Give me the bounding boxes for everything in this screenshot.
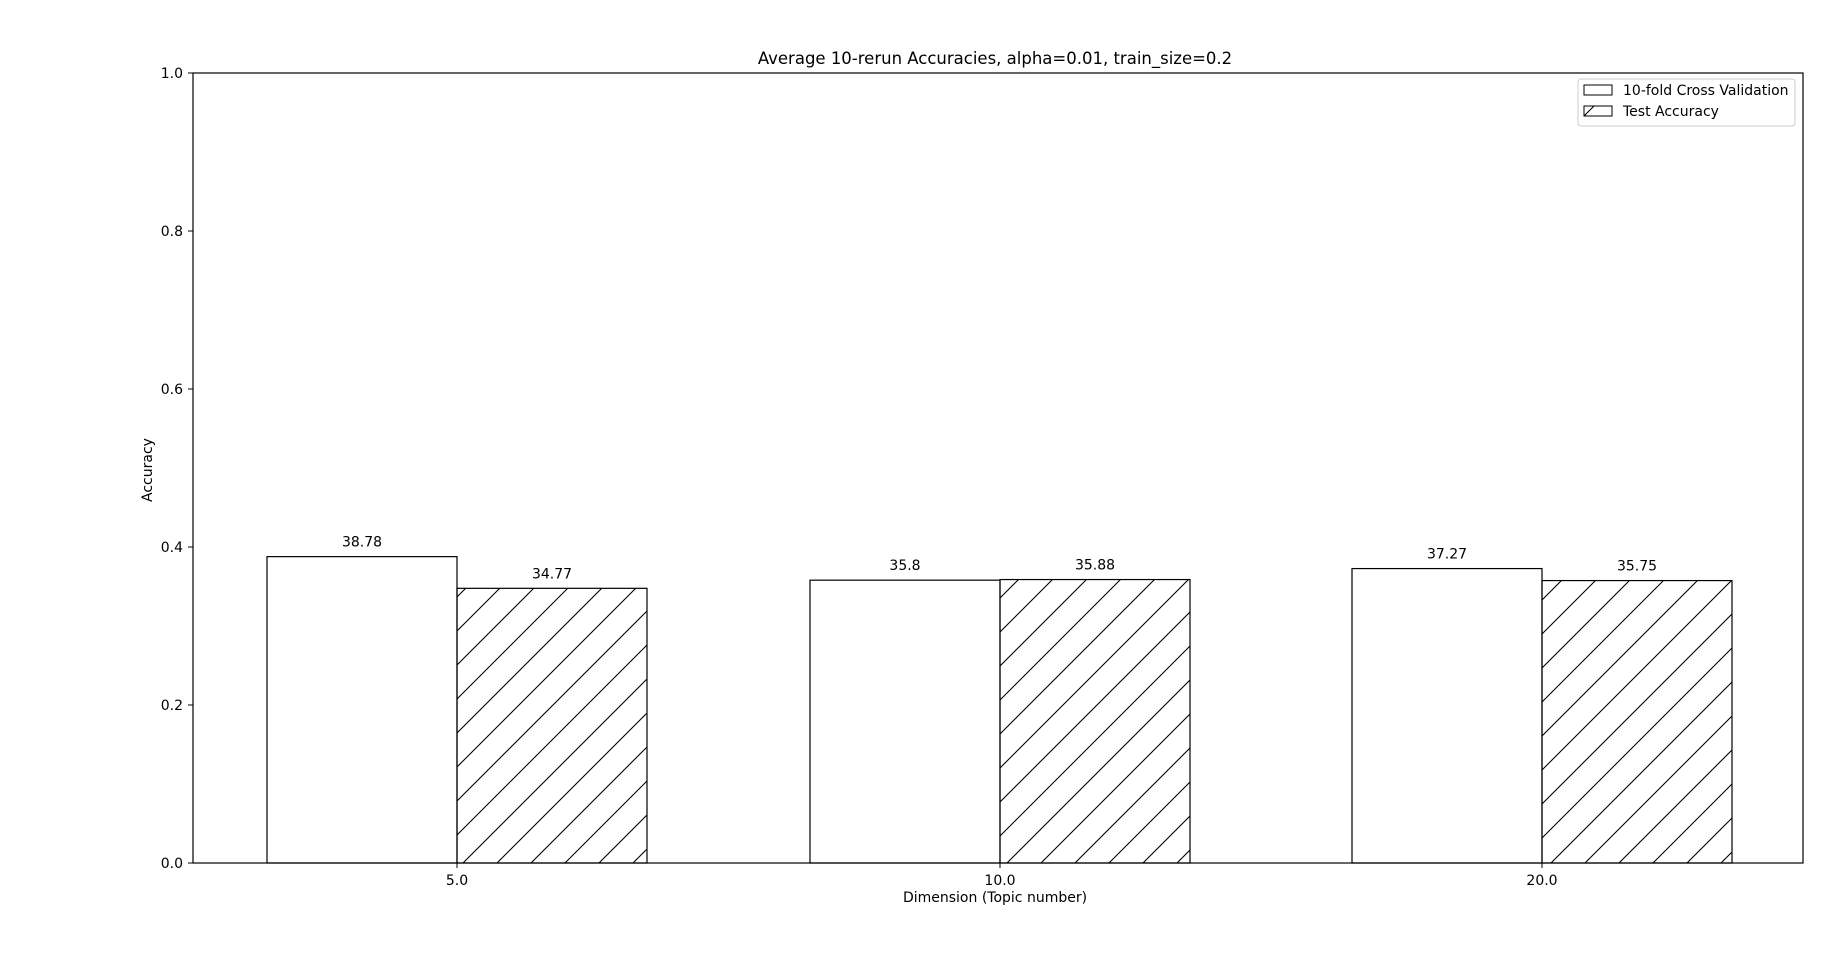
bar-cv-10.0 — [809, 579, 1001, 864]
y-tick-label: 0.4 — [161, 540, 183, 556]
y-tick-label: 0.2 — [161, 698, 183, 714]
bar-test-10.0 — [999, 578, 1191, 864]
legend-swatch-test — [1583, 105, 1613, 117]
bar-value-label: 35.88 — [1075, 558, 1115, 574]
bars-layer: 38.78 35.8 37.27 34.77 35.88 35.75 — [266, 535, 1733, 864]
legend: 10-fold Cross Validation Test Accuracy — [1577, 78, 1796, 127]
x-tick-label: 5.0 — [446, 873, 468, 889]
legend-label-test: Test Accuracy — [1622, 104, 1719, 120]
plot-frame — [192, 72, 1804, 864]
bar-test-20.0 — [1541, 579, 1733, 864]
x-tick-label: 20.0 — [1526, 873, 1557, 889]
bar-value-label: 38.78 — [342, 535, 382, 551]
y-tick-label: 0.6 — [161, 382, 183, 398]
bar-value-label: 35.8 — [889, 558, 920, 574]
axes-layer: 0.0 0.2 0.4 0.6 0.8 1.0 5.0 10.0 20.0 — [161, 66, 1804, 889]
bar-value-label: 34.77 — [532, 566, 572, 582]
legend-swatch-cv — [1583, 84, 1613, 96]
legend-label-cv: 10-fold Cross Validation — [1623, 83, 1789, 99]
bar-value-label: 35.75 — [1617, 559, 1657, 575]
y-tick-label: 0.8 — [161, 224, 183, 240]
y-tick-label: 0.0 — [161, 856, 183, 872]
x-axis-label: Dimension (Topic number) — [903, 890, 1087, 906]
x-tick-label: 10.0 — [984, 873, 1015, 889]
bar-test-5.0 — [456, 587, 648, 864]
y-tick-label: 1.0 — [161, 66, 183, 82]
legend-frame — [1577, 78, 1796, 127]
bar-cv-5.0 — [266, 556, 458, 864]
bar-cv-20.0 — [1351, 567, 1543, 864]
bar-value-label: 37.27 — [1427, 547, 1467, 563]
chart-title: Average 10-rerun Accuracies, alpha=0.01,… — [758, 49, 1232, 69]
y-axis-label: Accuracy — [140, 438, 156, 502]
